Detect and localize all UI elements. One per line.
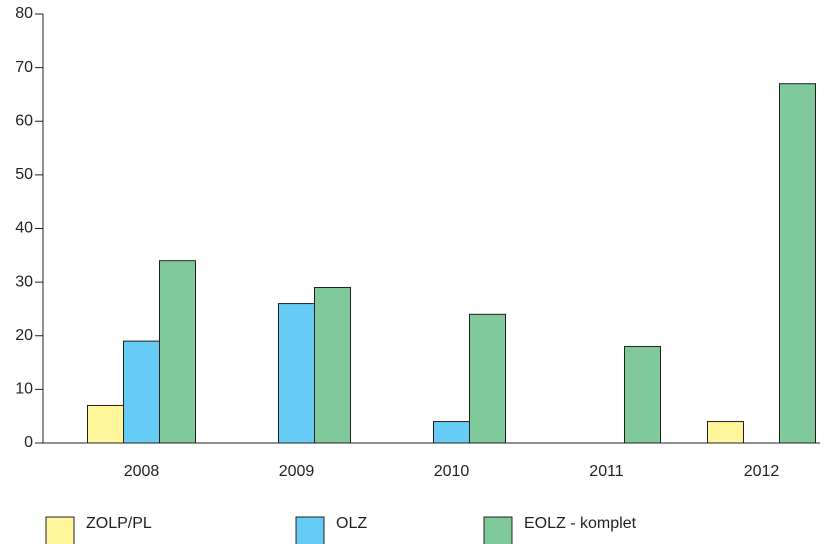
y-tick-label: 70 [15, 59, 33, 76]
y-tick-label: 30 [15, 273, 33, 290]
bar [469, 313, 506, 444]
bar [779, 83, 816, 444]
x-tick-label: 2010 [434, 463, 470, 480]
legend-swatch [483, 516, 513, 544]
legend-swatch [295, 516, 325, 544]
x-tick-label: 2009 [279, 463, 315, 480]
bar [278, 303, 315, 444]
y-tick-label: 10 [15, 381, 33, 398]
y-tick-label: 50 [15, 166, 33, 183]
y-tick-label: 0 [24, 434, 33, 451]
bar [624, 345, 661, 444]
y-tick-label: 60 [15, 112, 33, 129]
x-tick-label: 2008 [124, 463, 160, 480]
y-tick-label: 40 [15, 220, 33, 237]
bar [433, 421, 470, 444]
x-tick-label: 2011 [589, 463, 624, 480]
bar [314, 286, 351, 444]
legend-label: OLZ [336, 515, 367, 532]
legend-label: ZOLP/PL [86, 515, 152, 532]
bar [87, 404, 124, 444]
x-tick-label: 2012 [744, 463, 780, 480]
legend-label: EOLZ - komplet [524, 515, 637, 532]
bar [707, 421, 744, 444]
bar [159, 260, 196, 444]
y-tick-label: 20 [15, 327, 33, 344]
legend-swatch [45, 516, 75, 544]
bar [123, 340, 160, 444]
y-tick-label: 80 [15, 5, 33, 22]
